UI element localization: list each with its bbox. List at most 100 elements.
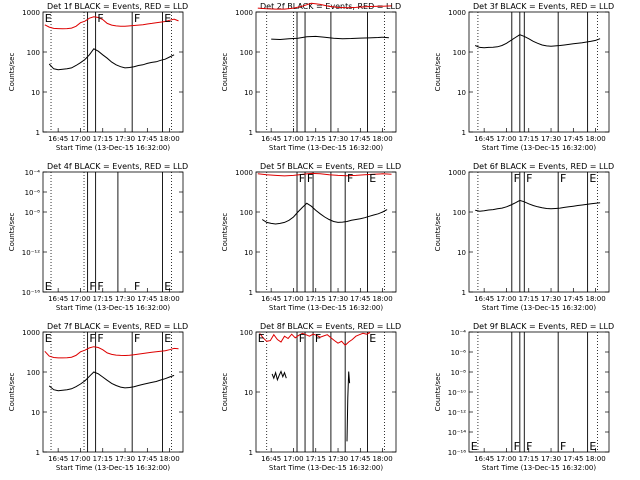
event-marker-e: E	[471, 440, 478, 453]
detector-panel-4: Det 4f BLACK = Events, RED = LLD 10⁻¹⁶ 10⁻…	[8, 162, 188, 312]
events-series-line	[48, 48, 175, 71]
y-axis-label: Counts/sec	[221, 373, 229, 412]
event-marker-f: F	[299, 332, 305, 345]
detector-panel-2: Det 2f BLACK = Events, RED = LLD11010010…	[221, 2, 401, 152]
y-tick-label: 10⁻¹²	[22, 249, 40, 257]
event-marker-e: E	[369, 172, 376, 185]
events-series-line	[271, 370, 287, 382]
event-marker-f: F	[134, 12, 140, 25]
y-tick-label: 10⁻¹⁶	[448, 449, 466, 457]
x-tick-label: 17:45	[563, 135, 583, 143]
x-tick-label: 17:30	[115, 455, 135, 463]
y-tick-label: 100	[453, 209, 466, 217]
y-tick-label: 10	[244, 249, 253, 257]
event-marker-f: F	[97, 12, 103, 25]
x-tick-label: 17:15	[519, 135, 539, 143]
y-tick-label: 10⁻¹⁶	[22, 289, 40, 297]
event-marker-f: F	[97, 280, 103, 293]
x-tick-label: 17:15	[93, 295, 113, 303]
detector-panel-1: Det 1f BLACK = Events, RED = LLD 1 10 100 10…	[8, 2, 188, 152]
x-tick-label: 17:15	[519, 295, 539, 303]
x-tick-label: 16:45	[48, 135, 68, 143]
event-marker-e: E	[164, 280, 171, 293]
events-series-line	[261, 202, 388, 225]
event-marker-e: E	[164, 332, 171, 345]
x-tick-label: 17:45	[137, 455, 157, 463]
x-axis-label: Start Time (13-Dec-15 16:32:00)	[482, 464, 596, 472]
plot-frame	[468, 171, 610, 293]
plot-frame	[255, 171, 397, 293]
plot-frame	[42, 11, 184, 133]
event-marker-e: E	[45, 280, 52, 293]
x-tick-label: 16:45	[474, 455, 494, 463]
x-tick-label: 18:00	[586, 135, 606, 143]
y-tick-label: 10⁻¹⁰	[448, 389, 466, 397]
x-tick-label: 17:30	[115, 295, 135, 303]
x-tick-label: 17:45	[137, 295, 157, 303]
events-series-line	[346, 371, 351, 442]
y-axis-label: Counts/sec	[434, 213, 442, 252]
event-marker-f: F	[526, 172, 532, 185]
x-tick-label: 17:45	[350, 295, 370, 303]
x-tick-label: 17:45	[563, 455, 583, 463]
x-tick-label: 18:00	[160, 135, 180, 143]
x-tick-label: 17:45	[350, 455, 370, 463]
y-tick-label: 100	[453, 49, 466, 57]
event-marker-f: F	[514, 172, 520, 185]
y-tick-label: 10⁻⁸	[25, 209, 41, 217]
x-tick-label: 17:00	[283, 135, 303, 143]
x-tick-label: 17:15	[306, 455, 326, 463]
detector-panel-6: Det 6f BLACK = Events, RED = LLD 1 10 100 10…	[434, 162, 614, 312]
x-tick-label: 17:30	[328, 455, 348, 463]
y-tick-label: 1	[249, 449, 253, 457]
detector-panel-7: Det 7f BLACK = Events, RED = LLD 1 10 100 10…	[8, 322, 188, 472]
x-axis-label: Start Time (13-Dec-15 16:32:00)	[269, 304, 383, 312]
event-marker-f: F	[307, 172, 313, 185]
y-tick-label: 10	[31, 89, 40, 97]
y-tick-label: 10⁻⁴	[25, 169, 41, 177]
y-tick-label: 1	[36, 129, 40, 137]
plot-frame	[468, 11, 610, 133]
detector-panel-9: Det 9f BLACK = Events, RED = LLD 10⁻¹⁶ 10⁻…	[434, 322, 614, 472]
x-axis-label: Start Time (13-Dec-15 16:32:00)	[482, 144, 596, 152]
y-tick-label: 100	[27, 369, 40, 377]
lld-series-line	[257, 2, 392, 10]
plot-frame	[42, 171, 184, 293]
events-series-line	[475, 34, 601, 49]
lld-series-line	[44, 16, 179, 30]
event-marker-f: F	[560, 440, 566, 453]
plot-frame	[255, 331, 397, 453]
x-tick-label: 18:00	[586, 295, 606, 303]
x-tick-label: 18:00	[160, 295, 180, 303]
x-axis-label: Start Time (13-Dec-15 16:32:00)	[269, 144, 383, 152]
x-tick-label: 16:45	[261, 295, 281, 303]
x-axis-label: Start Time (13-Dec-15 16:32:00)	[269, 464, 383, 472]
y-tick-label: 1000	[235, 169, 253, 177]
x-tick-label: 17:30	[115, 135, 135, 143]
lld-series-line	[259, 332, 371, 347]
y-tick-label: 10	[457, 89, 466, 97]
x-tick-label: 17:00	[496, 135, 516, 143]
y-axis-label: Counts/sec	[221, 53, 229, 92]
event-marker-f: F	[134, 332, 140, 345]
y-tick-label: 1000	[448, 9, 466, 17]
x-tick-label: 17:00	[496, 455, 516, 463]
x-axis-label: Start Time (13-Dec-15 16:32:00)	[482, 304, 596, 312]
x-tick-label: 17:15	[93, 135, 113, 143]
y-tick-label: 1	[36, 449, 40, 457]
y-tick-label: 1000	[22, 329, 40, 337]
lld-series-line	[257, 172, 392, 177]
panel-title: Det 8f BLACK = Events, RED = LLD	[260, 322, 401, 331]
y-axis-label: Counts/sec	[434, 373, 442, 412]
event-marker-f: F	[89, 332, 95, 345]
panel-title: Det 1f BLACK = Events, RED = LLD	[47, 2, 188, 11]
x-tick-label: 16:45	[474, 295, 494, 303]
x-tick-label: 17:30	[541, 295, 561, 303]
y-tick-label: 1000	[22, 9, 40, 17]
x-tick-label: 17:45	[350, 135, 370, 143]
y-tick-label: 1000	[235, 9, 253, 17]
y-axis-label: Counts/sec	[8, 213, 16, 252]
x-tick-label: 17:15	[306, 135, 326, 143]
x-tick-label: 18:00	[373, 295, 393, 303]
y-tick-label: 10⁻⁸	[451, 369, 467, 377]
